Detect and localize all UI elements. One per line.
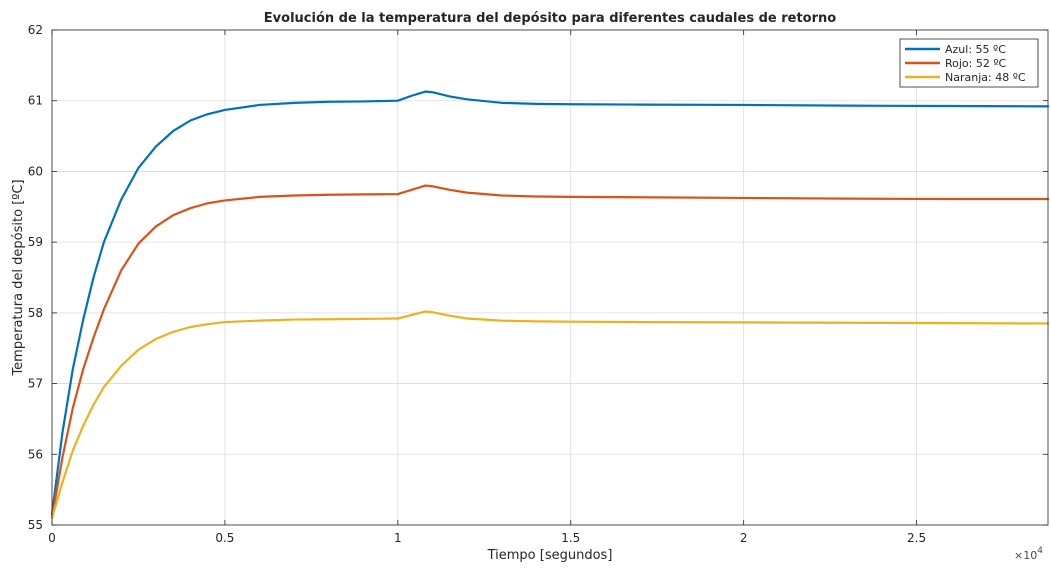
y-tick-label: 58: [28, 306, 43, 320]
series-lines: [50, 90, 1050, 520]
x-tick-label: 0: [48, 531, 56, 545]
y-tick-label: 59: [28, 235, 43, 249]
y-tick-label: 56: [28, 447, 43, 461]
axis-ticks: 0 0.5 1 1.5 2 2.5 55 56 57 58 59 60 61 62: [28, 23, 1048, 545]
y-tick-label: 57: [28, 377, 43, 391]
legend-label: Azul: 55 ºC: [945, 43, 1006, 56]
x-tick-label: 1: [394, 531, 402, 545]
y-tick-label: 61: [28, 94, 43, 108]
x-tick-label: 2.5: [907, 531, 926, 545]
plot-frame: [51, 29, 1049, 526]
y-tick-label: 55: [28, 518, 43, 532]
series-line-2: [50, 184, 1050, 520]
x-axis-label: Tiempo [segundos]: [487, 548, 613, 563]
x-axis-exponent-base: ×10: [1014, 549, 1037, 562]
legend-label: Rojo: 52 ºC: [945, 57, 1007, 70]
series-line-1: [50, 90, 1050, 516]
x-tick-label: 2: [740, 531, 748, 545]
series-line-3: [50, 310, 1050, 520]
x-tick-label: 0.5: [215, 531, 234, 545]
x-tick-label: 1.5: [561, 531, 580, 545]
y-tick-label: 60: [28, 164, 43, 178]
y-tick-label: 62: [28, 23, 43, 37]
x-axis-exponent: ×104: [1014, 546, 1043, 562]
y-axis-label: Temperatura del depósito [ºC]: [11, 179, 26, 376]
chart-title: Evolución de la temperatura del depósito…: [264, 11, 837, 26]
legend-label: Naranja: 48 ºC: [945, 71, 1026, 84]
x-axis-exponent-power: 4: [1037, 546, 1043, 556]
